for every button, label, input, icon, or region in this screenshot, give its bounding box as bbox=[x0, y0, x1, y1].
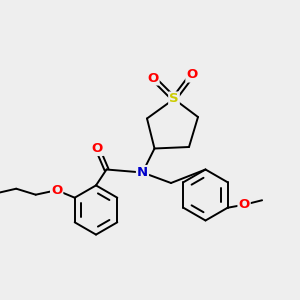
Text: O: O bbox=[92, 142, 103, 155]
Text: O: O bbox=[51, 184, 62, 197]
Text: O: O bbox=[147, 71, 159, 85]
Text: O: O bbox=[238, 198, 250, 211]
Text: S: S bbox=[169, 92, 179, 106]
Text: N: N bbox=[137, 166, 148, 179]
Text: O: O bbox=[186, 68, 198, 82]
